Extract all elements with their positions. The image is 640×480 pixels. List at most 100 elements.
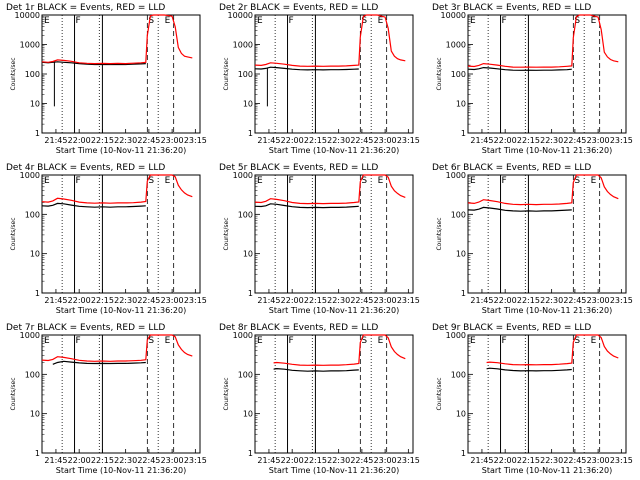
x-tick-label: 22:45 [350, 456, 373, 465]
event-marker-label: S [361, 336, 367, 346]
detector-panel-7: Det 7r BLACK = Events, RED = LLD Counts/s… [6, 323, 207, 475]
event-marker-label: E [591, 176, 597, 186]
y-tick-label: 1 [461, 449, 466, 458]
y-tick-label: 1 [248, 449, 253, 458]
x-tick-label: 22:45 [137, 136, 160, 145]
event-marker-label: F [76, 176, 81, 186]
y-axis-label: Counts/sec [10, 57, 17, 90]
x-tick-label: 21:45 [44, 456, 67, 465]
x-tick-label: 23:15 [397, 296, 420, 305]
event-marker-label: F [289, 336, 294, 346]
x-tick-label: 22:45 [563, 296, 586, 305]
y-axis-label: Counts/sec [10, 377, 17, 410]
event-marker-label: E [165, 336, 171, 346]
y-tick-label: 10 [456, 250, 466, 259]
event-marker-label: E [378, 16, 384, 26]
x-tick-label: 23:00 [587, 136, 610, 145]
x-tick-label: 22:15 [304, 456, 327, 465]
plot-frame [467, 174, 627, 294]
x-tick-label: 22:00 [494, 136, 517, 145]
panel-title: Det 3r BLACK = Events, RED = LLD [432, 3, 591, 13]
event-marker-label: E [257, 176, 263, 186]
x-tick-label: 22:45 [563, 136, 586, 145]
y-tick-label: 1 [35, 129, 40, 138]
x-tick-label: 22:45 [350, 136, 373, 145]
x-tick-label: 23:00 [374, 296, 397, 305]
event-marker-label: E [165, 16, 171, 26]
event-marker-label: E [378, 176, 384, 186]
event-marker-label: S [574, 336, 580, 346]
x-tick-label: 22:15 [91, 296, 114, 305]
lld-series-line [273, 334, 406, 366]
y-tick-label: 10 [243, 250, 253, 259]
x-tick-label: 23:15 [610, 456, 633, 465]
plot-frame [254, 174, 414, 294]
x-tick-label: 23:00 [161, 136, 184, 145]
x-tick-label: 22:30 [114, 296, 137, 305]
event-marker-label: E [470, 336, 476, 346]
y-tick-label: 100 [238, 70, 253, 79]
event-marker-label: F [76, 16, 81, 26]
y-tick-label: 1000 [446, 331, 466, 340]
event-marker-label: E [44, 16, 50, 26]
y-axis-label: Counts/sec [10, 217, 17, 250]
event-marker-label: E [591, 336, 597, 346]
x-tick-label: 21:45 [44, 136, 67, 145]
event-marker-label: S [574, 16, 580, 26]
y-tick-label: 10000 [441, 11, 466, 20]
panel-title: Det 2r BLACK = Events, RED = LLD [219, 3, 378, 13]
x-tick-label: 22:00 [68, 296, 91, 305]
x-tick-label: 23:15 [184, 136, 207, 145]
x-tick-label: 22:00 [281, 296, 304, 305]
y-tick-label: 1 [461, 289, 466, 298]
panel-title: Det 6r BLACK = Events, RED = LLD [432, 163, 591, 173]
y-axis-label: Counts/sec [436, 217, 443, 250]
x-tick-label: 22:00 [494, 296, 517, 305]
y-tick-label: 1000 [20, 331, 40, 340]
x-axis-label: Start Time (10-Nov-11 21:36:20) [269, 466, 399, 475]
x-tick-label: 22:15 [517, 456, 540, 465]
x-tick-label: 22:30 [540, 456, 563, 465]
events-series-line [52, 360, 146, 365]
y-tick-label: 100 [451, 370, 466, 379]
event-marker-label: S [148, 336, 154, 346]
x-tick-label: 22:15 [517, 136, 540, 145]
y-tick-label: 1 [248, 289, 253, 298]
event-marker-label: F [289, 16, 294, 26]
x-axis-label: Start Time (10-Nov-11 21:36:20) [56, 146, 186, 155]
panel-title: Det 1r BLACK = Events, RED = LLD [6, 3, 165, 13]
y-tick-label: 10 [30, 410, 40, 419]
lld-series-line [467, 14, 619, 68]
x-tick-label: 23:00 [587, 456, 610, 465]
y-tick-label: 10 [456, 410, 466, 419]
y-axis-label: Counts/sec [223, 57, 230, 90]
x-tick-label: 23:15 [610, 136, 633, 145]
x-axis-label: Start Time (10-Nov-11 21:36:20) [482, 306, 612, 315]
x-tick-label: 23:00 [374, 456, 397, 465]
event-marker-label: E [257, 16, 263, 26]
x-tick-label: 22:30 [327, 136, 350, 145]
y-tick-label: 1000 [233, 41, 253, 50]
event-marker-label: E [44, 176, 50, 186]
lld-series-line [41, 334, 193, 362]
y-tick-label: 10 [30, 100, 40, 109]
x-tick-label: 22:45 [137, 456, 160, 465]
y-tick-label: 1000 [446, 41, 466, 50]
x-tick-label: 23:15 [184, 456, 207, 465]
detector-panel-9: Det 9r BLACK = Events, RED = LLD Counts/s… [432, 323, 633, 475]
event-marker-label: E [378, 336, 384, 346]
x-tick-label: 22:15 [304, 296, 327, 305]
lld-series-line [467, 174, 619, 206]
events-series-line [254, 66, 359, 71]
y-tick-label: 10000 [228, 11, 253, 20]
event-marker-label: F [76, 336, 81, 346]
x-axis-label: Start Time (10-Nov-11 21:36:20) [56, 466, 186, 475]
x-tick-label: 22:00 [281, 456, 304, 465]
lld-series-line [254, 14, 406, 67]
y-tick-label: 100 [238, 210, 253, 219]
events-series-line [41, 202, 146, 208]
x-tick-label: 22:15 [304, 136, 327, 145]
y-tick-label: 100 [451, 70, 466, 79]
x-tick-label: 21:45 [257, 456, 280, 465]
x-tick-label: 23:00 [374, 136, 397, 145]
